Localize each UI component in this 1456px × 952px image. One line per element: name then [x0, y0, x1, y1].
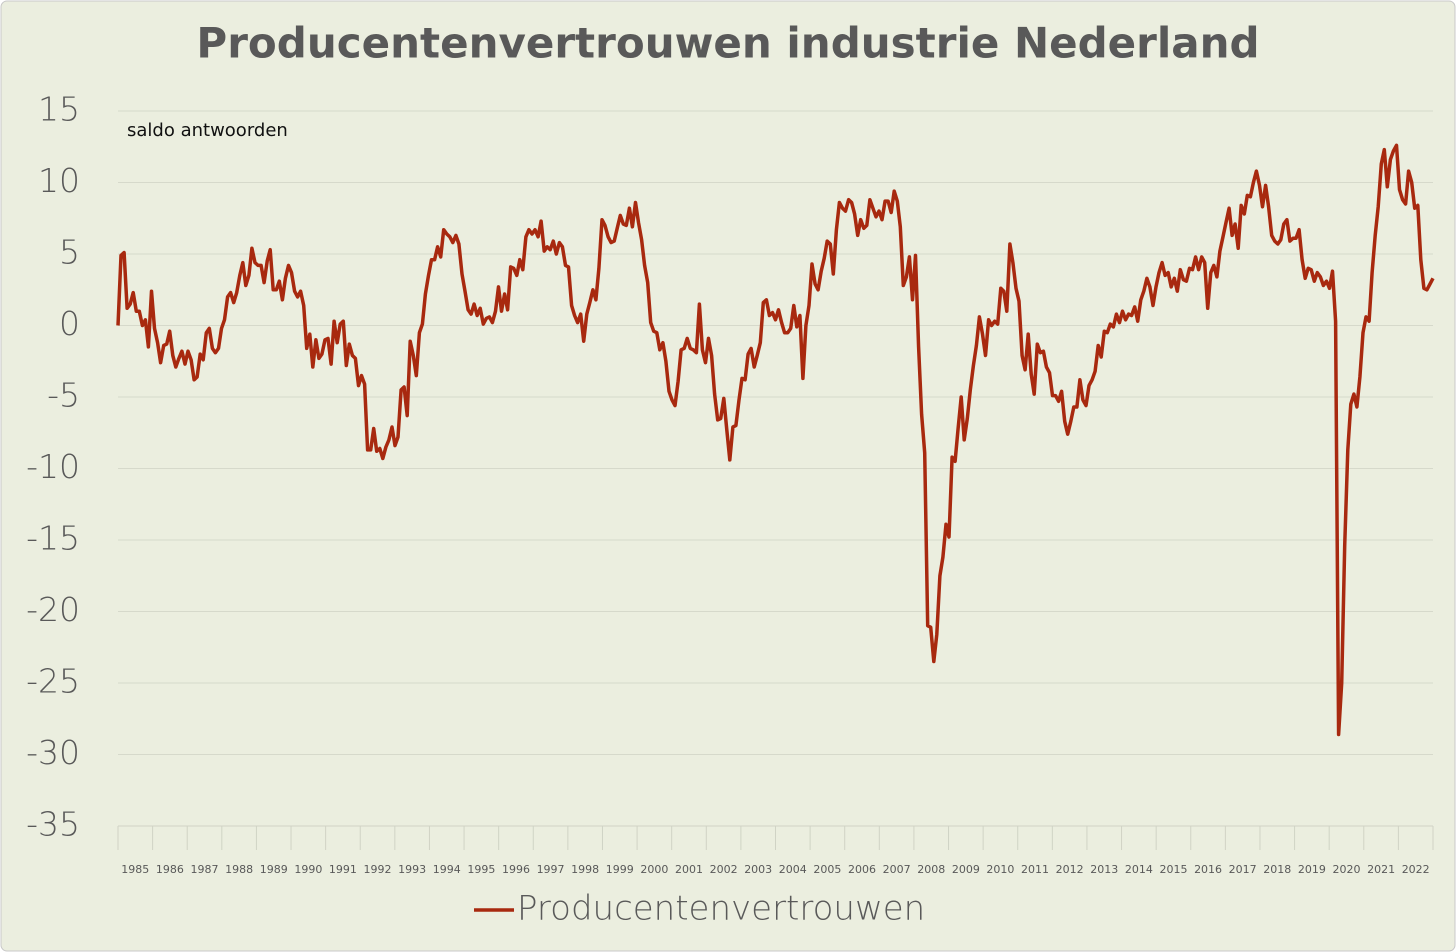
x-tick-label: 2012	[1056, 863, 1084, 876]
x-tick-label: 2004	[779, 863, 807, 876]
x-tick-label: 2019	[1298, 863, 1326, 876]
x-tick-label: 2017	[1229, 863, 1257, 876]
x-tick-label: 1998	[571, 863, 599, 876]
x-tick-label: 1991	[329, 863, 357, 876]
x-tick-label: 1995	[467, 863, 495, 876]
x-tick-label: 2005	[813, 863, 841, 876]
x-tick-label: 1999	[606, 863, 634, 876]
x-tick-label: 1986	[156, 863, 184, 876]
x-tick-label: 2009	[952, 863, 980, 876]
x-tick-label: 1989	[260, 863, 288, 876]
x-tick-label: 2020	[1332, 863, 1360, 876]
x-tick-label: 1992	[364, 863, 392, 876]
y-tick-label: 10	[38, 161, 80, 200]
x-tick-label: 2003	[744, 863, 772, 876]
y-tick-label: -25	[26, 662, 80, 701]
data-line	[116, 143, 1435, 737]
x-tick-label: 2007	[883, 863, 911, 876]
x-tick-label: 2015	[1159, 863, 1187, 876]
y-tick-label: 5	[59, 233, 80, 272]
y-tick-label: -15	[26, 519, 80, 558]
annotation: saldo antwoorden	[127, 120, 288, 141]
chart-title: Producentenvertrouwen industrie Nederlan…	[196, 19, 1259, 68]
x-tick-label: 1993	[398, 863, 426, 876]
y-tick-label: 15	[38, 90, 80, 129]
x-tick-label: 2011	[1021, 863, 1049, 876]
x-tick-label: 2021	[1367, 863, 1395, 876]
x-tick-label: 2022	[1402, 863, 1430, 876]
y-tick-label: -20	[26, 590, 80, 629]
x-tick-label: 2008	[917, 863, 945, 876]
x-tick-label: 2010	[986, 863, 1014, 876]
x-tick-label: 2001	[675, 863, 703, 876]
y-tick-label: 0	[59, 304, 80, 343]
legend-label: Producentenvertrouwen	[517, 889, 925, 929]
x-tick-label: 2000	[640, 863, 668, 876]
y-tick-label: -30	[26, 733, 80, 772]
x-tick-label: 1996	[502, 863, 530, 876]
x-tick-label: 1994	[433, 863, 461, 876]
x-tick-label: 2006	[848, 863, 876, 876]
x-tick-label: 2018	[1263, 863, 1291, 876]
x-tick-label: 2002	[710, 863, 738, 876]
y-tick-label: -10	[26, 447, 80, 486]
x-tick-label: 1985	[121, 863, 149, 876]
x-tick-label: 1988	[225, 863, 253, 876]
y-tick-label: -35	[26, 805, 80, 844]
x-tick-label: 1987	[191, 863, 219, 876]
x-tick-label: 2013	[1090, 863, 1118, 876]
y-tick-label: -5	[47, 376, 80, 415]
x-tick-label: 2016	[1194, 863, 1222, 876]
x-tick-label: 1997	[537, 863, 565, 876]
x-tick-label: 1990	[294, 863, 322, 876]
x-tick-label: 2014	[1125, 863, 1153, 876]
